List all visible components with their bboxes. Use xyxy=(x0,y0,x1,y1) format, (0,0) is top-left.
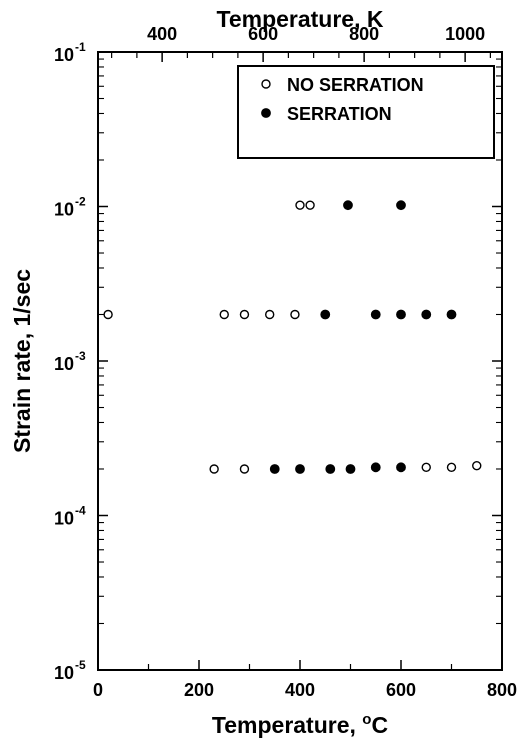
data-point-no-serration xyxy=(290,309,300,320)
y-tick-label-exponent: -2 xyxy=(75,195,86,209)
x-tick-label: 400 xyxy=(285,680,315,700)
data-point-no-serration xyxy=(219,309,229,320)
data-point-serration xyxy=(269,464,280,474)
data-point-no-serration xyxy=(239,309,250,320)
data-point-serration xyxy=(325,464,336,474)
y-tick-label-exponent: -1 xyxy=(75,40,86,54)
data-point-no-serration xyxy=(209,464,219,474)
data-point-serration xyxy=(295,464,305,474)
data-point-no-serration xyxy=(305,200,315,210)
legend-label: SERRATION xyxy=(287,104,392,124)
y-tick-label-exponent: -4 xyxy=(75,504,86,518)
legend: NO SERRATION SERRATION xyxy=(237,65,495,159)
y-tick-label-base: 10 xyxy=(54,45,74,65)
data-point-no-serration xyxy=(295,200,305,210)
y-tick-label-exponent: -3 xyxy=(75,349,86,363)
data-point-serration xyxy=(320,309,331,320)
legend-label: NO SERRATION xyxy=(287,75,424,95)
data-point-serration xyxy=(396,309,406,320)
y-tick-label-base: 10 xyxy=(54,509,74,529)
data-point-no-serration xyxy=(103,309,113,320)
data-point-no-serration xyxy=(421,462,431,473)
data-point-no-serration xyxy=(265,309,275,320)
x-axis-label: Temperature, oC xyxy=(212,711,388,738)
data-point-serration xyxy=(343,200,353,211)
top-tick-label: 600 xyxy=(248,24,278,44)
data-point-serration xyxy=(421,309,432,320)
data-point-serration xyxy=(345,464,356,474)
x-tick-label: 800 xyxy=(487,680,517,700)
x-tick-label: 600 xyxy=(386,680,416,700)
y-axis-label: Strain rate, 1/sec xyxy=(9,269,35,453)
data-point-serration xyxy=(396,462,406,473)
data-point-no-serration xyxy=(239,464,250,474)
x-tick-label: 0 xyxy=(93,680,103,700)
data-point-serration xyxy=(446,309,457,320)
data-point-serration xyxy=(396,200,406,211)
data-point-no-serration xyxy=(446,462,457,473)
top-axis-label: Temperature, K xyxy=(216,6,383,32)
legend-marker xyxy=(261,108,271,118)
legend-marker xyxy=(261,79,271,89)
top-tick-label: 1000 xyxy=(445,24,485,44)
y-tick-label-base: 10 xyxy=(54,354,74,374)
top-tick-label: 400 xyxy=(147,24,177,44)
data-point-no-serration xyxy=(472,461,482,471)
y-tick-label-exponent: -5 xyxy=(75,658,86,672)
data-point-serration xyxy=(370,462,381,473)
y-tick-label-base: 10 xyxy=(54,200,74,220)
points-layer xyxy=(103,200,482,474)
y-tick-label-base: 10 xyxy=(54,663,74,683)
x-tick-label: 200 xyxy=(184,680,214,700)
data-point-serration xyxy=(370,309,381,320)
top-tick-label: 800 xyxy=(349,24,379,44)
legend-box xyxy=(237,65,495,159)
